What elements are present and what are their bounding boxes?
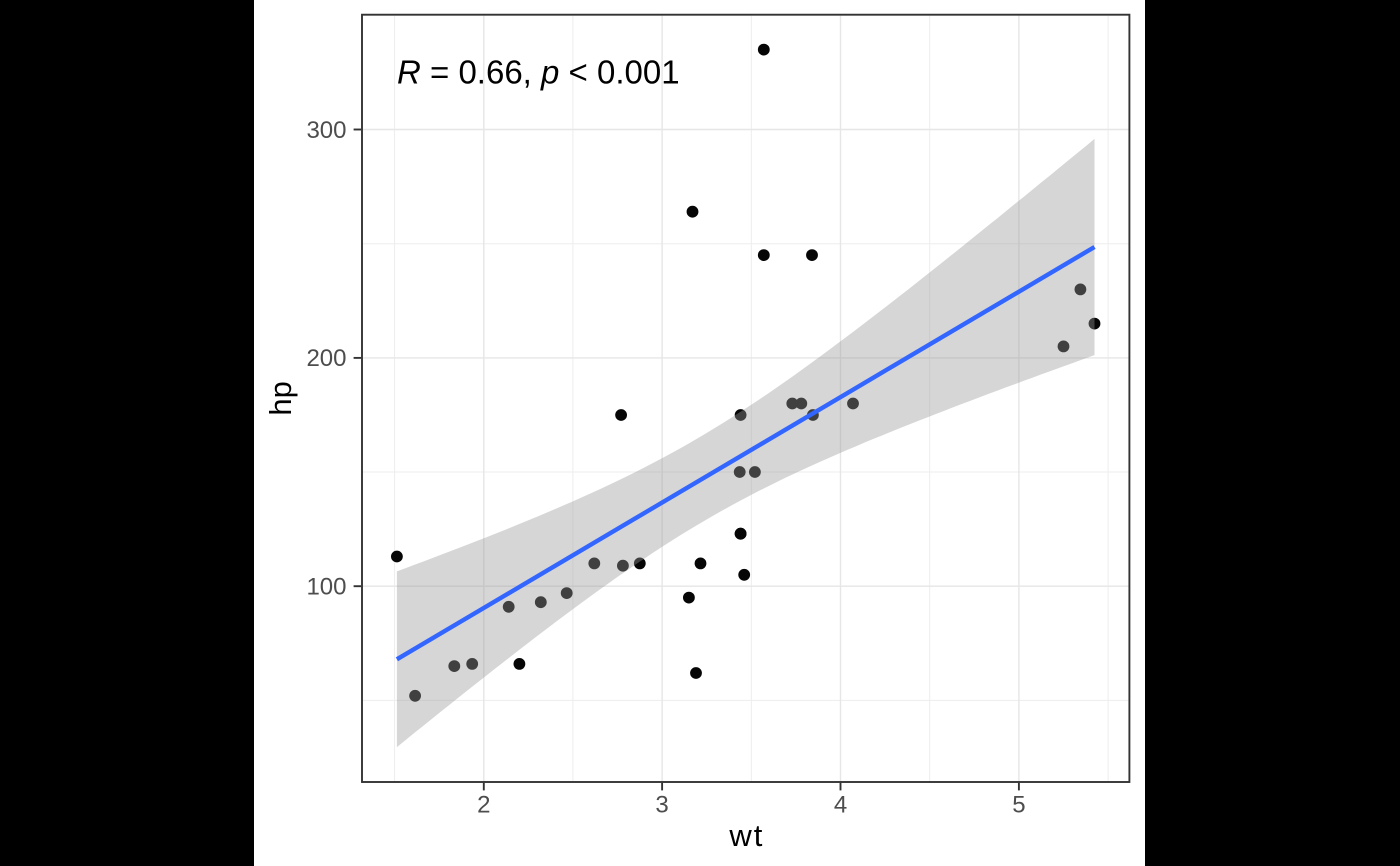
svg-text:3: 3 [655, 792, 668, 819]
svg-text:wt: wt [728, 818, 764, 853]
svg-text:5: 5 [1012, 792, 1025, 819]
svg-text:hp: hp [263, 381, 298, 415]
svg-text:200: 200 [306, 345, 346, 372]
svg-text:R = 0.66, p < 0.001: R = 0.66, p < 0.001 [397, 53, 680, 90]
svg-text:100: 100 [306, 574, 346, 601]
svg-text:4: 4 [834, 792, 847, 819]
svg-text:2: 2 [477, 792, 490, 819]
svg-text:300: 300 [306, 117, 346, 144]
